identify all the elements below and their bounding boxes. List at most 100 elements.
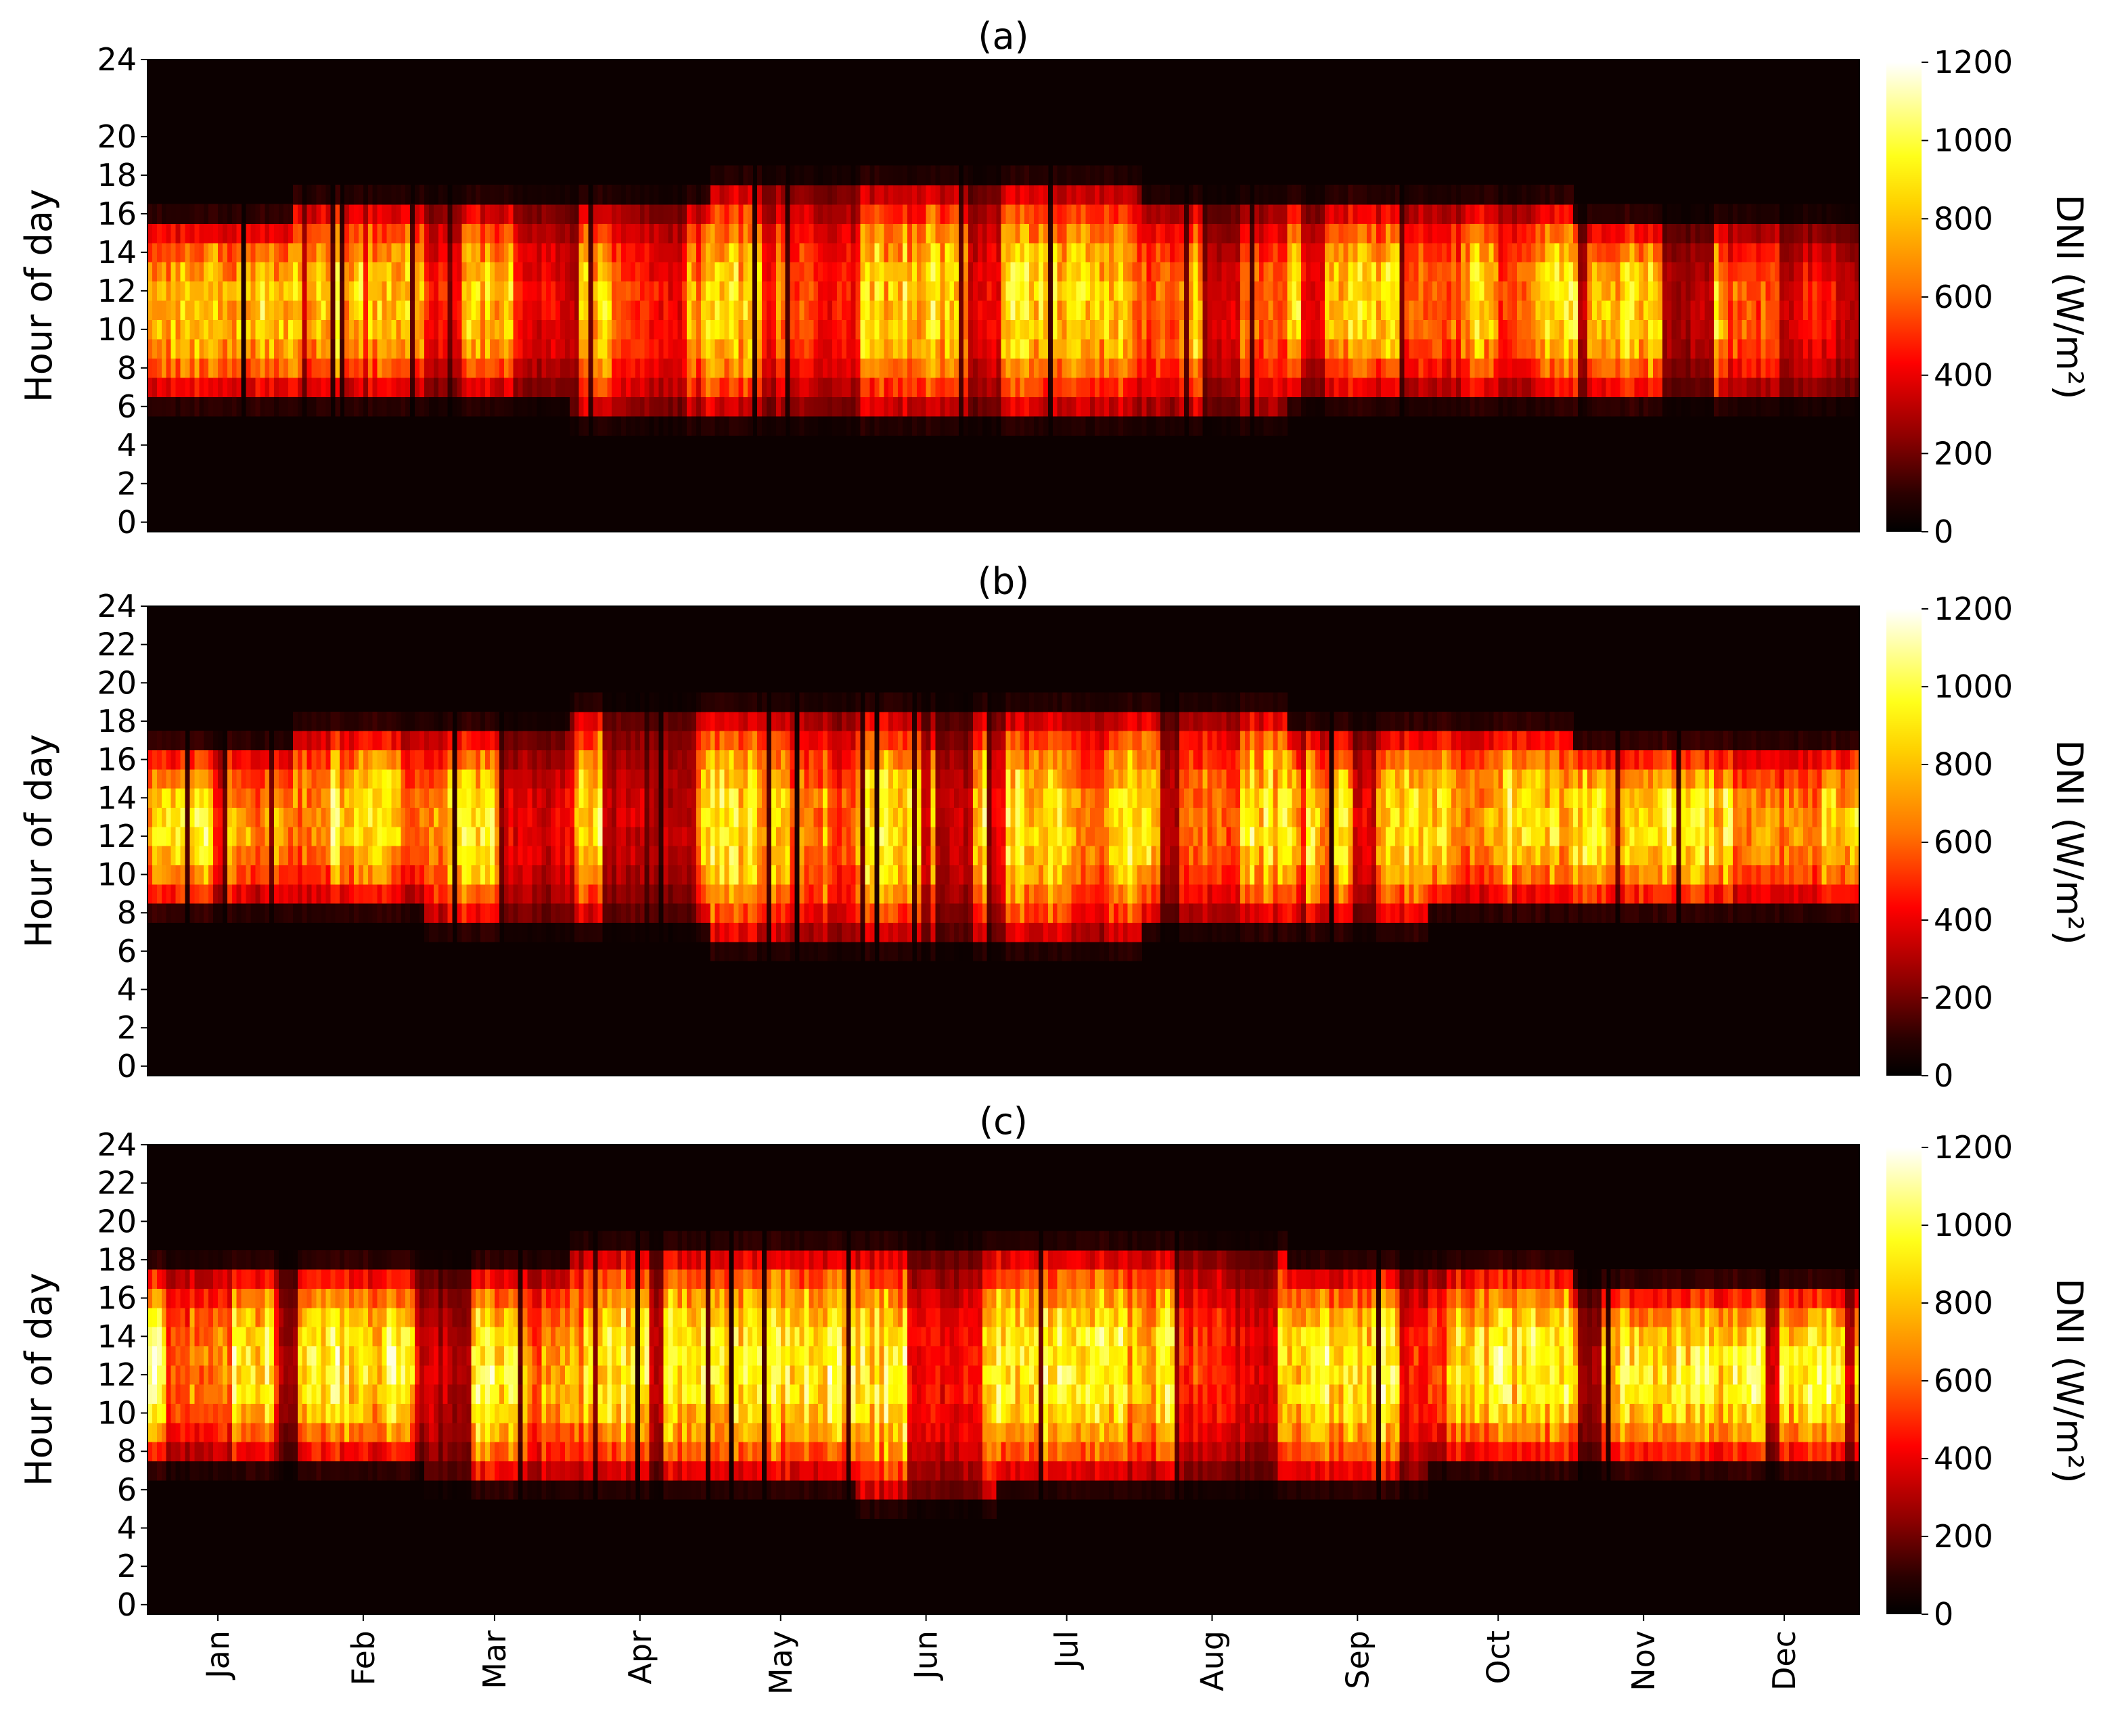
heatmap-cell bbox=[1325, 223, 1330, 243]
heatmap-cell bbox=[612, 243, 617, 262]
heatmap-cell bbox=[771, 166, 777, 185]
heatmap-cell bbox=[626, 339, 631, 359]
heatmap-cell bbox=[715, 300, 721, 320]
heatmap-cell bbox=[1005, 359, 1011, 378]
heatmap-cell bbox=[410, 378, 415, 397]
heatmap-cell bbox=[378, 185, 383, 204]
heatmap-cell bbox=[1709, 204, 1715, 224]
heatmap-cell bbox=[673, 204, 678, 224]
heatmap-cell bbox=[832, 300, 838, 320]
heatmap-cell bbox=[1437, 378, 1443, 397]
heatmap-cell bbox=[1634, 359, 1639, 378]
heatmap-cell bbox=[325, 397, 331, 417]
heatmap-cell bbox=[242, 359, 247, 378]
heatmap-cell bbox=[818, 281, 823, 301]
heatmap-cell bbox=[396, 281, 401, 301]
heatmap-cell bbox=[1048, 320, 1053, 340]
heatmap-day-column bbox=[842, 166, 847, 436]
heatmap-cell bbox=[982, 416, 988, 436]
heatmap-cell bbox=[537, 204, 542, 224]
heatmap-cell bbox=[1137, 397, 1143, 417]
heatmap-cell bbox=[1165, 320, 1171, 340]
heatmap-cell bbox=[1235, 262, 1241, 281]
heatmap-cell bbox=[208, 378, 214, 397]
heatmap-day-column bbox=[809, 166, 814, 436]
heatmap-cell bbox=[1005, 166, 1011, 185]
heatmap-cell bbox=[804, 397, 809, 417]
heatmap-cell bbox=[293, 223, 298, 243]
heatmap-cell bbox=[1461, 378, 1466, 397]
heatmap-cell bbox=[555, 223, 561, 243]
heatmap-cell bbox=[1250, 339, 1255, 359]
heatmap-cell bbox=[1400, 378, 1405, 397]
heatmap-cell bbox=[1512, 300, 1518, 320]
heatmap-day-column bbox=[1840, 204, 1846, 417]
heatmap-cell bbox=[1029, 223, 1035, 243]
heatmap-cell bbox=[1081, 300, 1086, 320]
heatmap-cell bbox=[593, 185, 598, 204]
heatmap-cell bbox=[396, 359, 401, 378]
heatmap-cell bbox=[954, 339, 959, 359]
heatmap-cell bbox=[537, 320, 542, 340]
heatmap-cell bbox=[1062, 204, 1068, 224]
heatmap-cell bbox=[1194, 378, 1199, 397]
heatmap-cell bbox=[1779, 397, 1785, 417]
heatmap-day-column bbox=[260, 204, 265, 417]
heatmap-cell bbox=[650, 397, 655, 417]
heatmap-cell bbox=[1489, 300, 1494, 320]
heatmap-cell bbox=[992, 185, 997, 204]
heatmap-cell bbox=[1273, 359, 1279, 378]
heatmap-cell bbox=[1625, 397, 1630, 417]
heatmap-cell bbox=[1840, 262, 1846, 281]
heatmap-cell bbox=[837, 262, 842, 281]
heatmap-day-column bbox=[523, 185, 528, 416]
heatmap-cell bbox=[1109, 320, 1114, 340]
heatmap-cell bbox=[373, 378, 378, 397]
heatmap-day-column bbox=[1554, 185, 1560, 416]
heatmap-cell bbox=[1020, 378, 1025, 397]
heatmap-day-column bbox=[325, 185, 331, 416]
heatmap-cell bbox=[1583, 359, 1588, 378]
heatmap-cell bbox=[1221, 339, 1227, 359]
heatmap-cell bbox=[242, 300, 247, 320]
heatmap-cell bbox=[1672, 223, 1677, 243]
heatmap-cell bbox=[260, 300, 265, 320]
heatmap-cell bbox=[1428, 281, 1433, 301]
heatmap-cell bbox=[663, 204, 668, 224]
heatmap-cell bbox=[1794, 397, 1799, 417]
heatmap-cell bbox=[1414, 339, 1420, 359]
heatmap-cell bbox=[954, 185, 959, 204]
heatmap-cell bbox=[1048, 300, 1053, 320]
heatmap-cell bbox=[1775, 243, 1780, 262]
heatmap-cell bbox=[1118, 243, 1124, 262]
heatmap-cell bbox=[359, 397, 364, 417]
heatmap-cell bbox=[593, 359, 598, 378]
heatmap-day-column bbox=[837, 166, 842, 436]
heatmap-cell bbox=[1709, 378, 1715, 397]
heatmap-cell bbox=[551, 223, 556, 243]
heatmap-cell bbox=[1606, 262, 1612, 281]
heatmap-cell bbox=[865, 281, 871, 301]
heatmap-cell bbox=[1160, 397, 1166, 417]
heatmap-day-column bbox=[1667, 204, 1673, 417]
heatmap-cell bbox=[997, 204, 1002, 224]
heatmap-cell bbox=[1475, 223, 1480, 243]
heatmap-cell bbox=[1311, 339, 1316, 359]
heatmap-cell bbox=[1339, 397, 1344, 417]
heatmap-cell bbox=[419, 204, 425, 224]
heatmap-day-column bbox=[255, 204, 260, 417]
heatmap-cell bbox=[1334, 262, 1340, 281]
heatmap-cell bbox=[912, 204, 917, 224]
heatmap-cell bbox=[274, 359, 279, 378]
heatmap-cell bbox=[1507, 204, 1513, 224]
heatmap-cell bbox=[607, 397, 612, 417]
heatmap-cell bbox=[1095, 397, 1100, 417]
heatmap-cell bbox=[359, 262, 364, 281]
heatmap-cell bbox=[1221, 281, 1227, 301]
heatmap-day-column bbox=[1719, 204, 1724, 417]
heatmap-cell bbox=[1437, 281, 1443, 301]
heatmap-cell bbox=[710, 166, 716, 185]
heatmap-cell bbox=[1690, 339, 1696, 359]
heatmap-cell bbox=[987, 300, 993, 320]
heatmap-cell bbox=[255, 359, 260, 378]
